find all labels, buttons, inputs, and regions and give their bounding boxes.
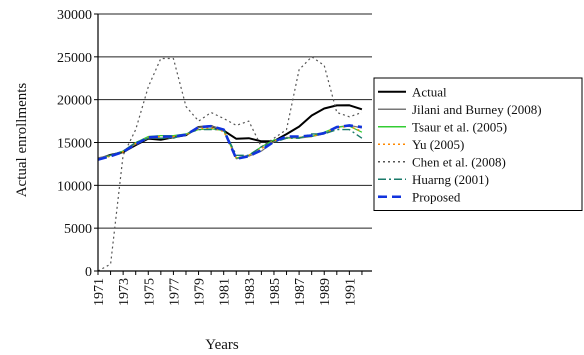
x-tick-label-4: 1979 xyxy=(193,278,208,306)
x-tick-label-5: 1981 xyxy=(218,278,233,306)
legend-label-2: Tsaur et al. (2005) xyxy=(412,119,507,134)
series-line-6 xyxy=(97,124,363,161)
legend-label-0: Actual xyxy=(412,84,447,99)
x-tick-label-7: 1985 xyxy=(268,278,283,306)
x-tick-label-10: 1991 xyxy=(343,278,358,306)
series-lines xyxy=(97,56,363,272)
y-tick-label-4: 20000 xyxy=(57,94,92,109)
x-tick-label-6: 1983 xyxy=(243,278,258,306)
y-tick-label-6: 30000 xyxy=(57,8,92,23)
y-tick-label-5: 25000 xyxy=(57,51,92,66)
series-line-4 xyxy=(97,56,363,272)
x-tick-label-2: 1975 xyxy=(142,278,157,306)
y-tick-label-2: 10000 xyxy=(57,179,92,194)
legend: Actual Jilani and Burney (2008) Tsaur et a… xyxy=(373,77,583,211)
y-tick-label-3: 15000 xyxy=(57,137,92,152)
x-tick-label-8: 1987 xyxy=(293,278,308,306)
x-tick-label-0: 1971 xyxy=(92,278,107,306)
legend-label-4: Chen et al. (2008) xyxy=(412,154,506,169)
legend-label-5: Huarng (2001) xyxy=(412,172,489,187)
y-axis-title: Actual enrollments xyxy=(14,83,30,198)
legend-label-6: Proposed xyxy=(412,189,461,204)
x-tick-labels: 1971 1973 1975 1977 1979 1981 1983 1985 1987 1989… xyxy=(92,271,363,306)
x-tick-label-9: 1989 xyxy=(318,278,333,306)
legend-label-1: Jilani and Burney (2008) xyxy=(412,102,542,117)
x-tick-label-1: 1973 xyxy=(117,278,132,306)
y-tick-labels: 0 5000 10000 15000 20000 25000 30000 xyxy=(57,8,98,280)
y-tick-label-1: 5000 xyxy=(64,222,92,237)
legend-label-3: Yu (2005) xyxy=(412,137,464,152)
x-tick-label-3: 1977 xyxy=(167,278,182,306)
y-tick-label-0: 0 xyxy=(85,265,92,280)
legend-box xyxy=(373,77,583,211)
x-axis-title: Years xyxy=(205,337,239,353)
gridlines xyxy=(98,13,372,229)
